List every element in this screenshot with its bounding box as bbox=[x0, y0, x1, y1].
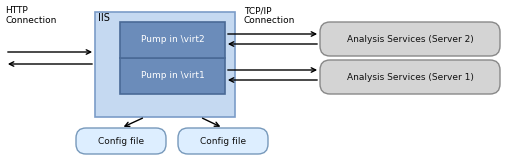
Text: Pump in \virt1: Pump in \virt1 bbox=[141, 72, 204, 80]
Bar bbox=[120, 22, 225, 58]
Text: Analysis Services (Server 2): Analysis Services (Server 2) bbox=[346, 35, 473, 44]
Text: Config file: Config file bbox=[200, 136, 246, 145]
Bar bbox=[120, 58, 225, 94]
Text: IIS: IIS bbox=[98, 13, 110, 23]
Text: HTTP
Connection: HTTP Connection bbox=[5, 6, 56, 25]
Text: TCP/IP
Connection: TCP/IP Connection bbox=[244, 6, 295, 25]
FancyBboxPatch shape bbox=[178, 128, 268, 154]
Bar bbox=[95, 12, 235, 117]
Text: Analysis Services (Server 1): Analysis Services (Server 1) bbox=[346, 72, 473, 81]
FancyBboxPatch shape bbox=[320, 60, 500, 94]
FancyBboxPatch shape bbox=[76, 128, 166, 154]
Text: Pump in \virt2: Pump in \virt2 bbox=[141, 36, 204, 44]
FancyBboxPatch shape bbox=[320, 22, 500, 56]
Text: Config file: Config file bbox=[98, 136, 144, 145]
